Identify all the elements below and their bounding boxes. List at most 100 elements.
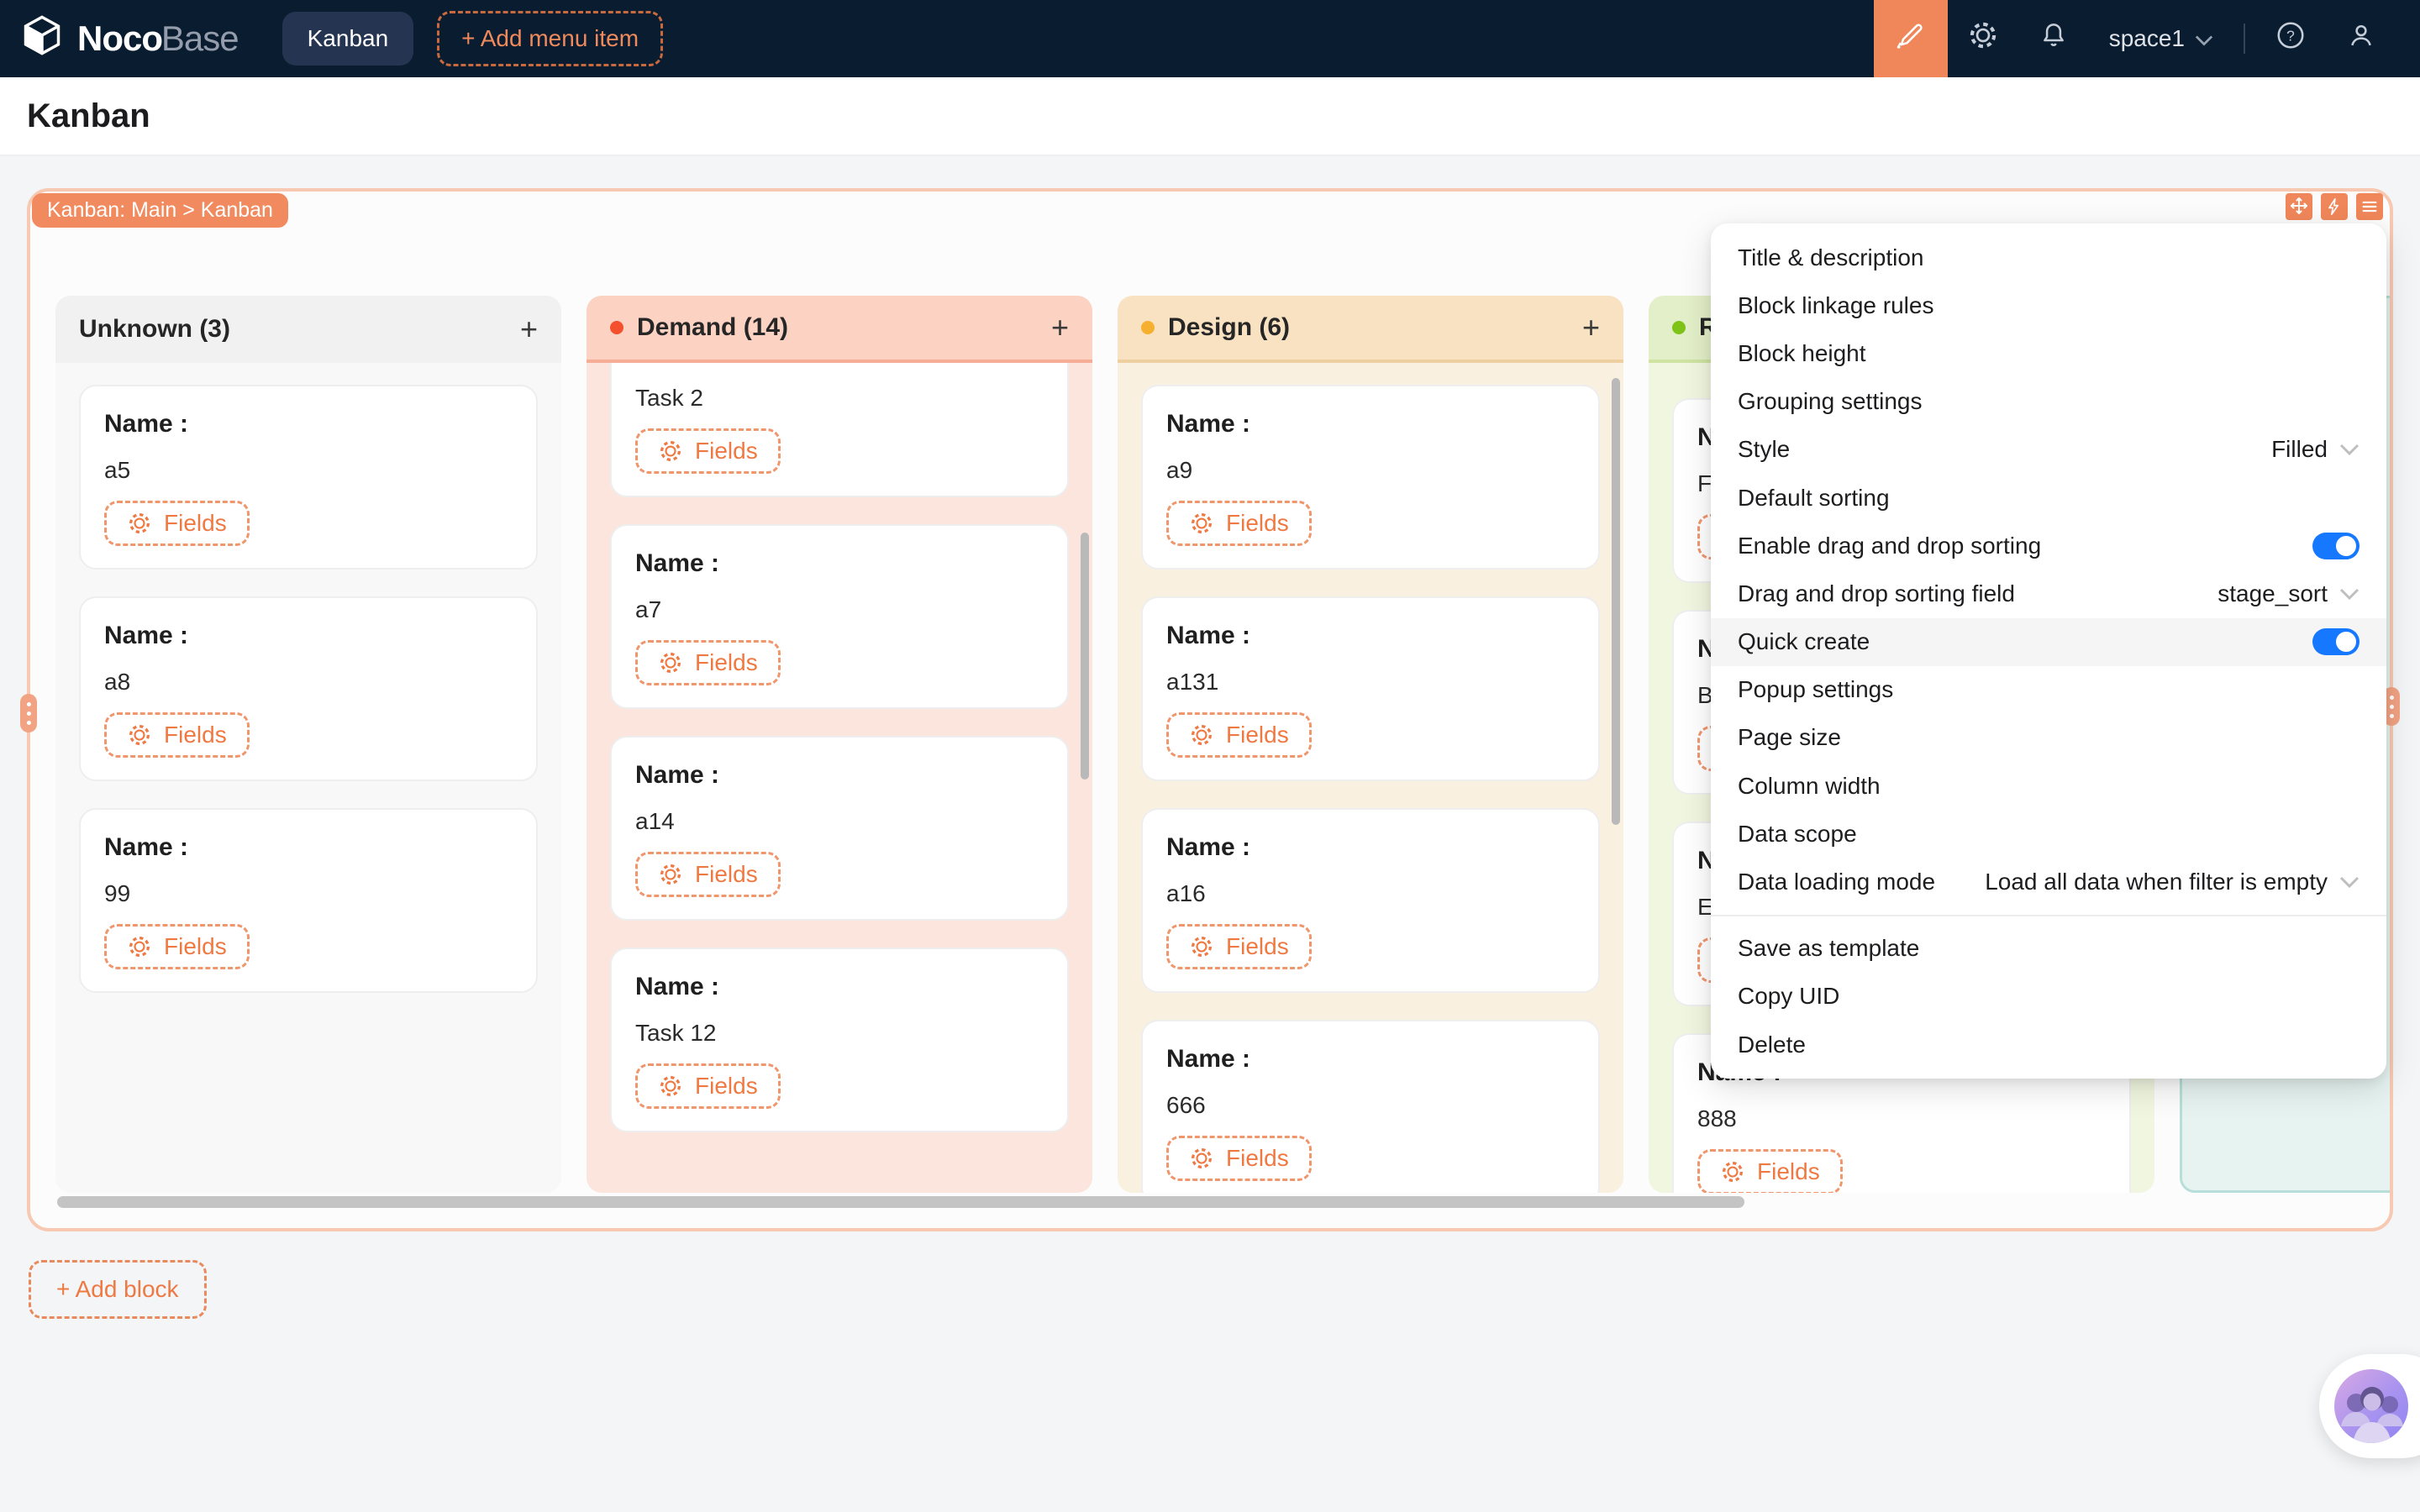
notifications-button[interactable]	[2018, 0, 2089, 77]
kanban-column-design: Design (6) + Name : a9 Fields Name : a131 Field…	[1118, 296, 1623, 1193]
kanban-card[interactable]: Name : a131 Fields	[1141, 596, 1600, 781]
kanban-card[interactable]: Name : a5 Fields	[79, 385, 538, 570]
toggle-switch-on[interactable]	[2312, 628, 2360, 656]
fields-button[interactable]: Fields	[1166, 712, 1312, 758]
menu-item-page-size[interactable]: Page size	[1711, 714, 2386, 762]
brand-logo[interactable]: Noco Base	[0, 13, 262, 64]
fields-button-label: Fields	[164, 510, 227, 536]
menu-divider	[1711, 914, 2386, 916]
kanban-card[interactable]: Name : a7 Fields	[610, 524, 1069, 709]
add-block-button[interactable]: + Add block	[29, 1260, 207, 1319]
menu-item-save-as-template[interactable]: Save as template	[1711, 925, 2386, 973]
vertical-scrollbar[interactable]	[1081, 533, 1089, 780]
settings-gear-button[interactable]	[1948, 0, 2018, 77]
fields-button-label: Fields	[695, 1073, 758, 1099]
kanban-card[interactable]: Name : a9 Fields	[1141, 385, 1600, 570]
workspace-switcher[interactable]: space1	[2089, 25, 2233, 52]
menu-item-delete[interactable]: Delete	[1711, 1021, 2386, 1068]
fields-button[interactable]: Fields	[635, 428, 781, 474]
menu-item-grouping-settings[interactable]: Grouping settings	[1711, 378, 2386, 426]
kanban-card[interactable]: Name : Task 12 Fields	[610, 948, 1069, 1132]
menu-item-block-height[interactable]: Block height	[1711, 329, 2386, 377]
toggle-switch-on[interactable]	[2312, 532, 2360, 559]
column-status-dot	[1672, 321, 1686, 334]
menu-item-drag-and-drop-sorting-field[interactable]: Drag and drop sorting field stage_sort	[1711, 570, 2386, 617]
horizontal-scrollbar[interactable]	[57, 1196, 1744, 1208]
vertical-scrollbar[interactable]	[1612, 378, 1620, 825]
add-card-button[interactable]: +	[1581, 310, 1600, 344]
gear-icon	[1967, 19, 1999, 58]
user-account-button[interactable]	[2326, 0, 2396, 77]
menu-item-label: Column width	[1738, 772, 1881, 799]
ui-editor-button[interactable]	[1873, 0, 1948, 77]
add-card-button[interactable]: +	[1050, 310, 1069, 344]
column-header: Design (6) +	[1118, 296, 1623, 363]
menu-item-copy-uid[interactable]: Copy UID	[1711, 973, 2386, 1021]
block-toolbar	[2286, 193, 2383, 220]
column-title: Design (6)	[1168, 313, 1291, 341]
gear-icon	[658, 650, 683, 675]
fields-button[interactable]: Fields	[1166, 501, 1312, 546]
block-settings-menu-button[interactable]	[2356, 193, 2383, 220]
card-field-value: a16	[1166, 880, 1206, 906]
fields-button[interactable]: Fields	[104, 924, 250, 969]
add-menu-item-button[interactable]: + Add menu item	[437, 11, 664, 66]
fields-button[interactable]: Fields	[104, 501, 250, 546]
gear-icon	[1189, 511, 1214, 536]
brand-name-light: Base	[160, 18, 239, 58]
floating-widget-button[interactable]	[2319, 1354, 2420, 1458]
kanban-card[interactable]: Name : 99 Fields	[79, 808, 538, 993]
fields-button[interactable]: Fields	[635, 1063, 781, 1109]
column-title: Unknown (3)	[79, 315, 230, 343]
menu-item-label: Data scope	[1738, 820, 1857, 847]
block-drag-button[interactable]	[2286, 193, 2312, 220]
block-resize-handle-left[interactable]	[20, 694, 37, 732]
card-field-label: Name :	[104, 833, 189, 861]
navbar-divider	[2244, 24, 2245, 54]
fields-button-label: Fields	[1757, 1158, 1820, 1184]
menu-item-popup-settings[interactable]: Popup settings	[1711, 666, 2386, 714]
block-linkage-button[interactable]	[2321, 193, 2348, 220]
nav-tab-kanban[interactable]: Kanban	[281, 12, 414, 66]
fields-button[interactable]: Fields	[1166, 1136, 1312, 1181]
fields-button[interactable]: Fields	[635, 852, 781, 897]
fields-button-label: Fields	[1226, 1145, 1289, 1171]
menu-item-label: Title & description	[1738, 244, 1924, 270]
column-title: Demand (14)	[637, 313, 789, 341]
kanban-card[interactable]: Name : a8 Fields	[79, 596, 538, 781]
menu-item-column-width[interactable]: Column width	[1711, 762, 2386, 810]
page-header: Kanban	[0, 77, 2420, 156]
gear-icon	[1189, 934, 1214, 959]
fields-button[interactable]: Fields	[635, 640, 781, 685]
menu-item-value: stage_sort	[2217, 580, 2328, 606]
kanban-card[interactable]: Name : Task 2 Fields	[610, 363, 1069, 497]
menu-item-block-linkage-rules[interactable]: Block linkage rules	[1711, 281, 2386, 329]
kanban-card[interactable]: Name : 666 Fields	[1141, 1020, 1600, 1193]
fields-button[interactable]: Fields	[1166, 924, 1312, 969]
kanban-column-unknown: Unknown (3) + Name : a5 Fields Name : a8 Fields…	[55, 296, 561, 1193]
menu-item-label: Quick create	[1738, 628, 1870, 655]
menu-item-quick-create[interactable]: Quick create	[1711, 617, 2386, 666]
card-field-label: Name :	[635, 973, 720, 1000]
toggle-knob	[2336, 535, 2356, 556]
add-card-button[interactable]: +	[519, 312, 538, 346]
menu-item-title-description[interactable]: Title & description	[1711, 234, 2386, 281]
menu-item-style[interactable]: Style Filled	[1711, 426, 2386, 474]
kanban-card[interactable]: Name : a16 Fields	[1141, 808, 1600, 993]
fields-button[interactable]: Fields	[104, 712, 250, 758]
fields-button-label: Fields	[164, 933, 227, 959]
menu-item-label: Style	[1738, 436, 1791, 463]
fields-button[interactable]: Fields	[1697, 1149, 1843, 1193]
menu-item-default-sorting[interactable]: Default sorting	[1711, 474, 2386, 522]
help-button[interactable]: ?	[2255, 0, 2326, 77]
menu-item-data-scope[interactable]: Data scope	[1711, 810, 2386, 858]
card-field-value: a8	[104, 669, 131, 695]
svg-text:?: ?	[2286, 27, 2295, 44]
block-resize-handle-right[interactable]	[2383, 687, 2400, 726]
menu-item-enable-drag-and-drop-sorting[interactable]: Enable drag and drop sorting	[1711, 522, 2386, 570]
fields-button-label: Fields	[1226, 933, 1289, 959]
menu-item-data-loading-mode[interactable]: Data loading mode Load all data when filt…	[1711, 858, 2386, 906]
gear-icon	[127, 722, 152, 748]
kanban-card[interactable]: Name : a14 Fields	[610, 736, 1069, 921]
